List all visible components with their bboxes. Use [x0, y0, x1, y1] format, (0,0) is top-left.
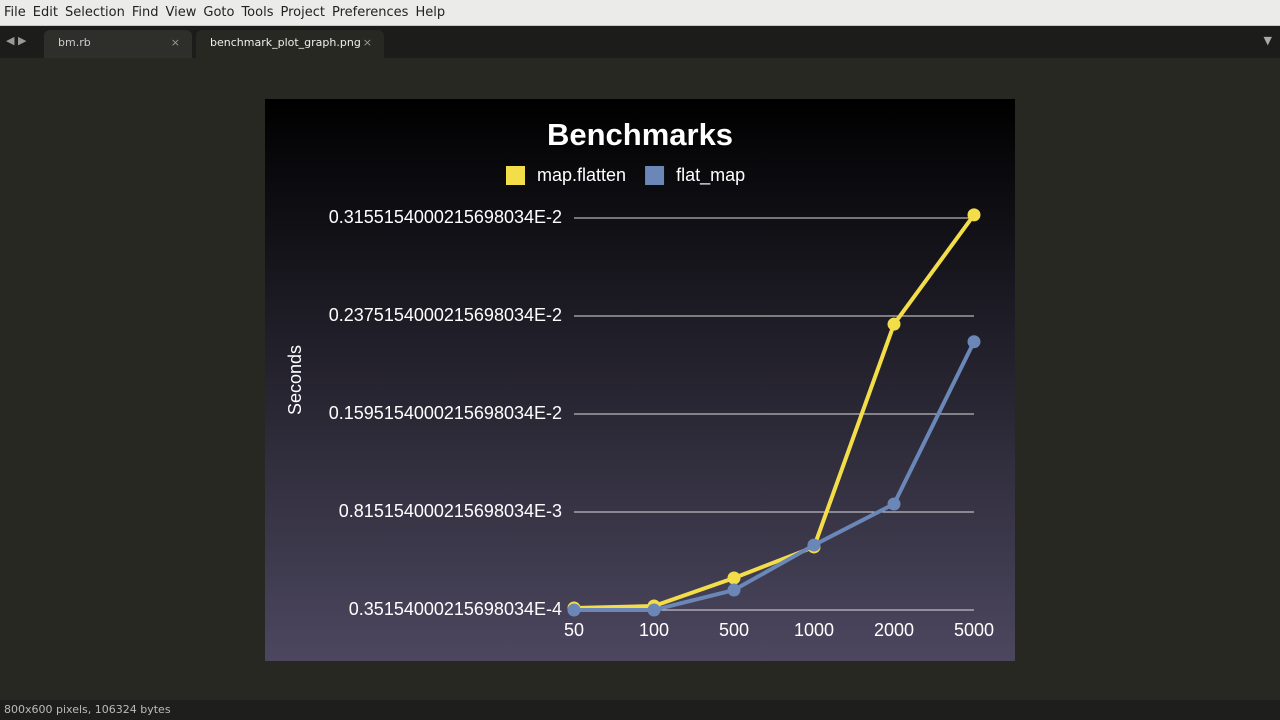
data-point: [567, 603, 581, 617]
menu-item[interactable]: View: [165, 5, 197, 20]
status-text: 800x600 pixels, 106324 bytes: [4, 703, 171, 716]
tab-label: benchmark_plot_graph.png: [210, 36, 361, 49]
y-tick-label: 0.2375154000215698034E-2: [329, 305, 562, 325]
x-tick-label: 5000: [954, 620, 994, 640]
y-tick-label: 0.815154000215698034E-3: [339, 501, 562, 521]
x-tick-label: 500: [719, 620, 749, 640]
tab-label: bm.rb: [58, 36, 91, 49]
data-point: [967, 208, 981, 222]
tab[interactable]: bm.rb ×: [44, 30, 192, 58]
x-tick-label: 2000: [874, 620, 914, 640]
data-point: [727, 583, 741, 597]
x-tick-label: 1000: [794, 620, 834, 640]
menu-item[interactable]: Project: [280, 5, 325, 20]
series-line: [573, 213, 976, 610]
menu-item[interactable]: Selection: [64, 5, 125, 20]
tab-close[interactable]: ×: [362, 36, 372, 49]
y-tick-label: 0.3155154000215698034E-2: [329, 207, 562, 227]
chart-title: Benchmarks: [547, 117, 733, 152]
menu-item[interactable]: Goto: [203, 5, 235, 20]
legend-label: flat_map: [676, 165, 745, 186]
menu-item[interactable]: File: [4, 5, 26, 20]
status-bar: 800x600 pixels, 106324 bytes: [0, 700, 1280, 720]
x-tick-label: 100: [639, 620, 669, 640]
menu-item[interactable]: Find: [131, 5, 159, 20]
tab-menu[interactable]: ▼: [1263, 34, 1272, 47]
tab-bar: ◀ ▶ bm.rb × benchmark_plot_graph.png × ▼: [0, 26, 1280, 58]
tab-close[interactable]: ×: [170, 36, 180, 49]
menubar: File Edit Selection Find View Goto Tools Projec…: [0, 0, 1280, 26]
data-point: [887, 317, 901, 331]
series-line: [574, 340, 976, 612]
image-background: [265, 99, 1015, 661]
data-point: [727, 571, 741, 585]
menu-item[interactable]: Edit: [32, 5, 58, 20]
y-axis-label: Seconds: [285, 345, 305, 415]
data-point: [967, 335, 981, 349]
y-tick-label: 0.35154000215698034E-4: [349, 599, 562, 619]
tab[interactable]: benchmark_plot_graph.png ×: [196, 30, 384, 58]
data-point: [887, 497, 901, 511]
x-tick-label: 50: [564, 620, 584, 640]
nav-arrows[interactable]: ◀ ▶: [6, 34, 27, 47]
legend-swatch: [645, 166, 665, 185]
y-tick-label: 0.1595154000215698034E-2: [329, 403, 562, 423]
data-point: [647, 603, 661, 617]
legend-swatch: [506, 166, 525, 185]
menu-item[interactable]: Tools: [241, 5, 274, 20]
data-point: [807, 538, 821, 552]
legend-label: map.flatten: [537, 165, 626, 185]
menu-item[interactable]: Help: [415, 5, 446, 20]
menu-item[interactable]: Preferences: [331, 5, 409, 20]
